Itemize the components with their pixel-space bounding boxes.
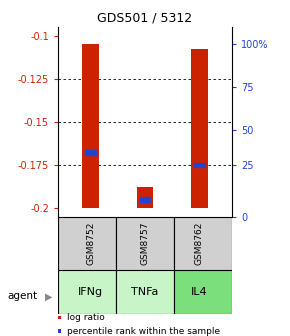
Bar [82,44,99,208]
Bar [85,151,96,155]
Text: GDS501 / 5312: GDS501 / 5312 [97,12,193,25]
Bar [139,197,151,202]
Text: percentile rank within the sample: percentile rank within the sample [67,327,220,336]
Bar [58,270,116,314]
Text: IL4: IL4 [191,287,208,297]
Text: IFNg: IFNg [78,287,103,297]
Bar [174,270,232,314]
Text: ▶: ▶ [45,291,52,301]
Text: GSM8752: GSM8752 [86,222,95,265]
Bar [191,49,208,208]
Text: log ratio: log ratio [67,313,105,322]
Text: GSM8762: GSM8762 [195,222,204,265]
Bar [58,217,116,270]
Bar [116,270,174,314]
Text: GSM8757: GSM8757 [140,222,150,265]
Bar [194,163,205,167]
Text: agent: agent [7,291,37,301]
Text: TNFa: TNFa [131,287,159,297]
Bar [174,217,232,270]
Bar [137,187,153,208]
Bar [116,217,174,270]
